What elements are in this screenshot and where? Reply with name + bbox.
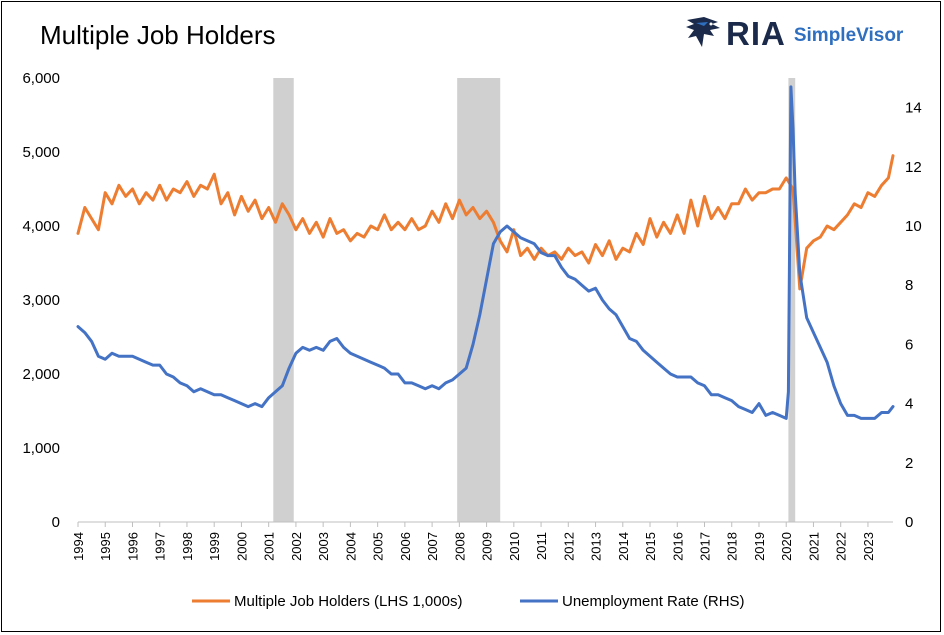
- right-y-tick-label: 2: [905, 455, 913, 472]
- left-y-tick-label: 0: [52, 514, 60, 531]
- chart-legend: Multiple Job Holders (LHS 1,000s) Unemplo…: [192, 593, 745, 610]
- left-y-tick-label: 1,000: [22, 440, 60, 457]
- right-y-tick-label: 12: [905, 159, 922, 176]
- recession-band-2: [788, 78, 796, 522]
- right-y-tick-label: 6: [905, 336, 913, 353]
- x-tick-label: 2013: [589, 532, 604, 561]
- series-lines: [76, 85, 895, 420]
- legend-label: Unemployment Rate (RHS): [562, 593, 745, 610]
- ria-simplevisor-logo: RIA SimpleVisor: [684, 14, 903, 54]
- x-tick-label: 2007: [425, 532, 440, 561]
- x-tick-label: 2003: [316, 532, 331, 561]
- legend-label: Multiple Job Holders (LHS 1,000s): [234, 593, 462, 610]
- x-tick-label: 2010: [507, 532, 522, 561]
- x-tick-label: 2016: [670, 532, 685, 561]
- recession-band-1: [457, 78, 501, 522]
- x-tick-label: 2008: [452, 532, 467, 561]
- x-tick-label: 2001: [262, 532, 277, 561]
- x-tick-label: 2006: [398, 532, 413, 561]
- x-tick-label: 2019: [752, 532, 767, 561]
- x-tick-label: 2000: [234, 532, 249, 561]
- right-y-tick-label: 8: [905, 277, 913, 294]
- series-line-unemployment-rate: [76, 85, 895, 420]
- x-tick-label: 2002: [289, 532, 304, 561]
- x-tick-label: 2022: [834, 532, 849, 561]
- series-line-multiple-job-holders: [76, 154, 895, 291]
- x-tick-label: 2023: [861, 532, 876, 561]
- left-y-tick-label: 4,000: [22, 218, 60, 235]
- left-y-tick-label: 5,000: [22, 144, 60, 161]
- x-tick-label: 1998: [180, 532, 195, 561]
- x-tick-label: 2005: [371, 532, 386, 561]
- logo-brand-text: RIA: [726, 15, 786, 52]
- x-tick-label: 2012: [561, 532, 576, 561]
- logo-product-text: SimpleVisor: [793, 25, 904, 46]
- chart-axes: 0 1,000 2,000 3,000 4,000 5,000 6,000 0 2 4 6 8 10 12…: [22, 70, 921, 561]
- right-y-tick-label: 0: [905, 514, 913, 531]
- x-tick-label: 2004: [343, 532, 358, 561]
- x-tick-label: 2020: [779, 532, 794, 561]
- recession-band-0: [273, 78, 294, 522]
- right-y-tick-label: 4: [905, 396, 913, 413]
- x-tick-label: 1994: [71, 532, 86, 561]
- x-tick-label: 1995: [98, 532, 113, 561]
- left-y-tick-label: 2,000: [22, 366, 60, 383]
- x-tick-label: 2018: [725, 532, 740, 561]
- x-tick-label: 1999: [207, 532, 222, 561]
- chart-title: Multiple Job Holders: [40, 20, 276, 50]
- right-y-tick-label: 14: [905, 100, 922, 117]
- x-tick-label: 2009: [480, 532, 495, 561]
- x-tick-label: 2015: [643, 532, 658, 561]
- left-y-tick-label: 6,000: [22, 70, 60, 87]
- eagle-icon: [684, 14, 722, 55]
- recession-bands: [273, 78, 796, 522]
- left-y-tick-label: 3,000: [22, 292, 60, 309]
- x-tick-label: 2017: [698, 532, 713, 561]
- x-tick-label: 2014: [616, 532, 631, 561]
- x-tick-label: 2021: [806, 532, 821, 561]
- x-tick-label: 2011: [534, 532, 549, 560]
- x-tick-label: 1997: [153, 532, 168, 561]
- right-y-tick-label: 10: [905, 218, 922, 235]
- x-tick-label: 1996: [125, 532, 140, 561]
